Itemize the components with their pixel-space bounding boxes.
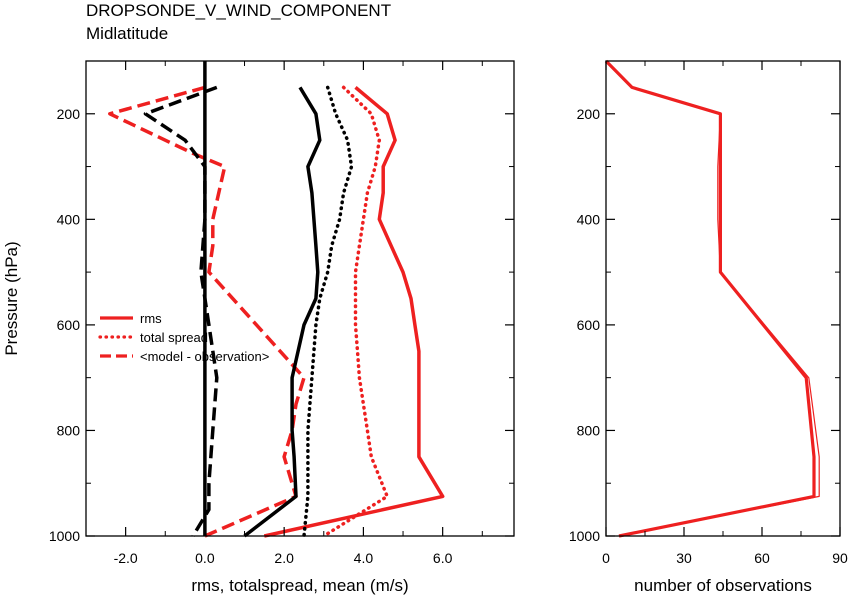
- series-line-nobs_thick: [604, 59, 816, 538]
- right-panel: 0 30 60 90 200 400 600 800 1000 number of observa…: [569, 59, 848, 595]
- plot-frame: [85, 60, 515, 537]
- series-line-spread_red: [322, 85, 389, 538]
- y-tick-label: 800: [577, 422, 601, 438]
- legend-label: rms: [140, 311, 162, 326]
- x-tick-label: 60: [754, 550, 770, 566]
- series-line-bias_red: [108, 85, 306, 538]
- series-line-rms_red: [263, 86, 445, 538]
- chart-title: DROPSONDE_V_WIND_COMPONENT: [86, 1, 391, 20]
- series-line-rms_black: [243, 86, 322, 538]
- y-tick-label: 800: [57, 422, 81, 438]
- y-tick-label: 1000: [49, 528, 80, 544]
- legend: rms total spread <model - observation>: [98, 311, 269, 364]
- y-tick-label: 200: [577, 106, 601, 122]
- y-tick-label: 600: [577, 317, 601, 333]
- y-tick-label: 400: [57, 211, 81, 227]
- legend-label: <model - observation>: [140, 349, 269, 364]
- chart-subtitle: Midlatitude: [86, 24, 168, 43]
- left-panel: -2.0 0.0 2.0 4.0 6.0 200 400 600 800 1000 rms, tot…: [2, 60, 515, 595]
- series-line-spread_black: [302, 85, 354, 538]
- x-axis-label: number of observations: [634, 576, 812, 595]
- x-tick-label: 0: [602, 550, 610, 566]
- y-tick-label: 600: [57, 317, 81, 333]
- series-line-nobs_thin: [605, 60, 820, 537]
- x-tick-label: 30: [676, 550, 692, 566]
- x-tick-label: 4.0: [354, 550, 374, 566]
- y-tick-label: 200: [57, 106, 81, 122]
- x-tick-label: 90: [832, 550, 848, 566]
- y-tick-label: 1000: [569, 528, 600, 544]
- x-axis-label: rms, totalspread, mean (m/s): [191, 576, 408, 595]
- x-tick-label: 2.0: [274, 550, 294, 566]
- plot-frame: [605, 60, 841, 537]
- legend-label: total spread: [140, 330, 208, 345]
- y-axis-label: Pressure (hPa): [2, 241, 21, 355]
- x-tick-label: 6.0: [433, 550, 453, 566]
- x-tick-label: -2.0: [114, 550, 138, 566]
- y-tick-label: 400: [577, 211, 601, 227]
- x-tick-label: 0.0: [195, 550, 215, 566]
